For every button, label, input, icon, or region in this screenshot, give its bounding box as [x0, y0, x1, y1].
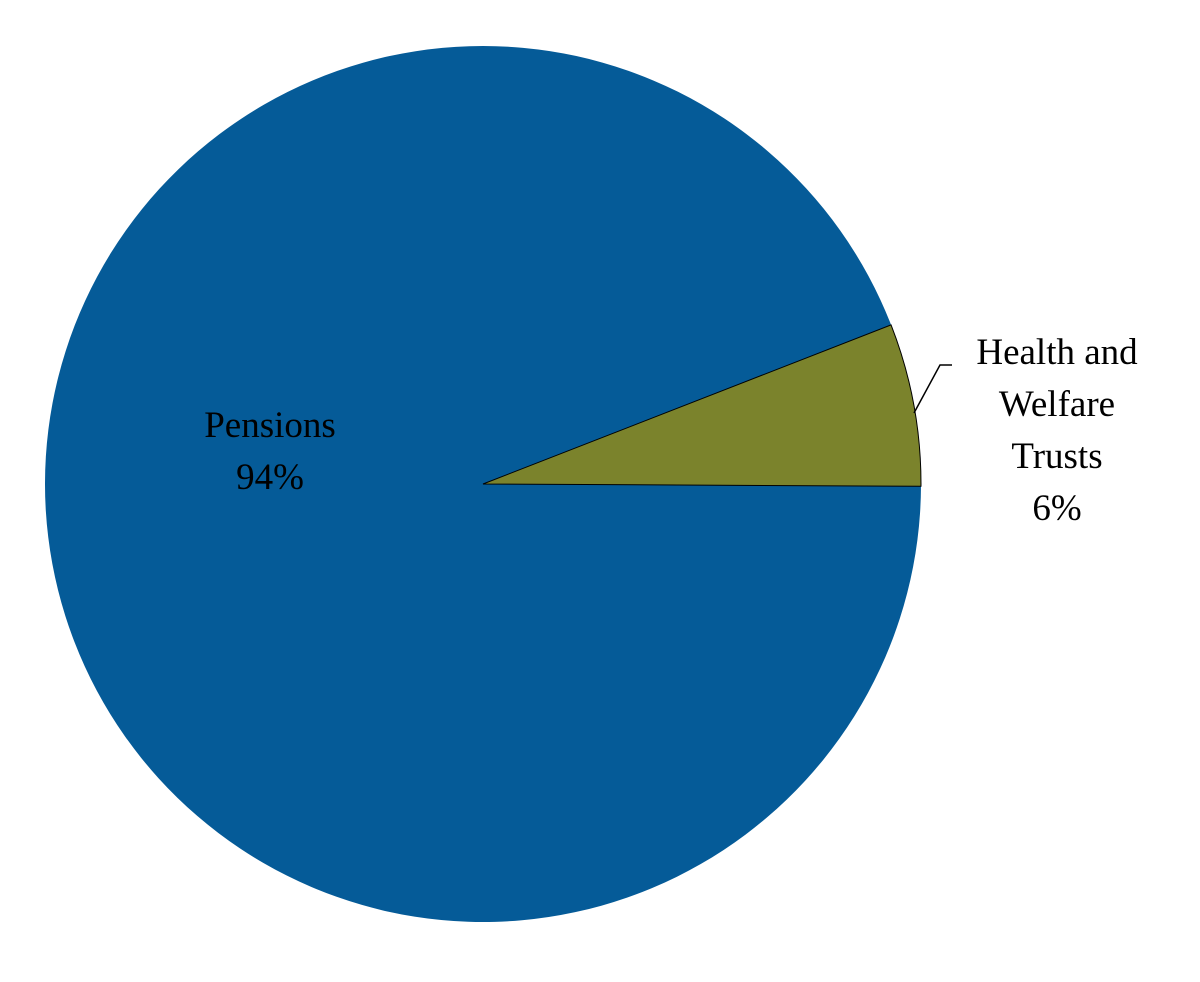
- slice-labels: Pensions 94% Health and Welfare Trusts 6%: [204, 332, 1138, 529]
- health-welfare-percent-label: 6%: [1032, 488, 1081, 529]
- leader-lines: [913, 364, 952, 414]
- pie-slices: [44, 45, 922, 922]
- pie-slice-health-and-welfare-trusts: [482, 324, 922, 487]
- pensions-label: Pensions: [204, 405, 336, 446]
- health-welfare-leader-line: [913, 364, 952, 414]
- health-welfare-label-line-3: Trusts: [1011, 436, 1102, 477]
- health-welfare-label-line-1: Health and: [976, 332, 1138, 373]
- health-welfare-label-line-2: Welfare: [999, 384, 1115, 425]
- pensions-percent-label: 94%: [236, 457, 304, 498]
